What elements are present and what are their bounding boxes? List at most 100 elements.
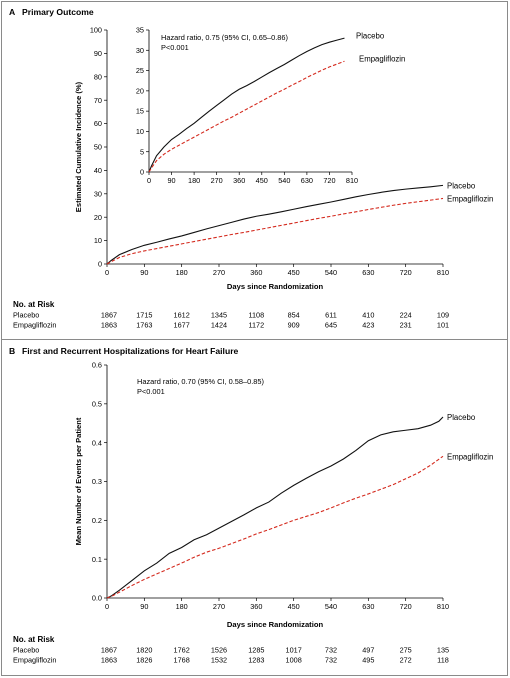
panel-b-title: First and Recurrent Hospitalizations for… (22, 346, 239, 356)
panel-b-risk-header: No. at Risk (13, 635, 55, 644)
panel-b-risk-value: 495 (362, 656, 374, 665)
panel-a-risk-value: 1867 (101, 311, 117, 320)
panel-b-x-tick-label: 360 (250, 602, 262, 611)
panel-b-y-tick-label: 0.0 (92, 594, 102, 603)
panel-b-letter: B (9, 346, 15, 356)
panel-b-x-tick-label: 270 (213, 602, 225, 611)
panel-b-risk-row-label: Empagliflozin (13, 656, 56, 665)
panel-b-risk-row-label: Placebo (13, 646, 39, 655)
panel-a-risk-value: 1172 (248, 321, 264, 330)
panel-a-risk-value: 1108 (248, 311, 264, 320)
panel-b-legend-label-empagliflozin: Empagliflozin (447, 452, 493, 461)
panel-a-inset-y-tick-label: 0 (140, 168, 144, 177)
panel-b-risk-value: 272 (400, 656, 412, 665)
panel-b-x-tick-label: 630 (362, 602, 374, 611)
panel-b-risk-value: 1283 (248, 656, 264, 665)
panel-a-risk-row-label: Empagliflozin (13, 321, 56, 330)
panel-a-y-tick-label: 60 (94, 119, 102, 128)
panel-a-x-tick-label: 810 (437, 268, 449, 277)
panel-b-risk-value: 1863 (101, 656, 117, 665)
panel-a-letter: A (9, 7, 15, 17)
panel-a-y-axis-label: Estimated Cumulative Incidence (%) (74, 81, 83, 212)
panel-a-series-line-empagliflozin (106, 197, 444, 265)
panel-b-risk-value: 1017 (286, 646, 302, 655)
panel-a-risk-value: 1424 (211, 321, 227, 330)
panel-b-risk-value: 1820 (136, 646, 152, 655)
panel-a-risk-value: 224 (400, 311, 412, 320)
panel-b-risk-value: 275 (400, 646, 412, 655)
panel-b-risk-value: 1285 (248, 646, 264, 655)
panel-a-y-tick-label: 80 (94, 72, 102, 81)
panel-a-inset-y-tick-label: 30 (136, 46, 144, 55)
panel-a-p-value: P<0.001 (161, 43, 189, 52)
panel-a-risk-value: 645 (325, 321, 337, 330)
panel-a-risk-value: 1345 (211, 311, 227, 320)
panel-b-risk-value: 497 (362, 646, 374, 655)
panel-a-x-axis-label: Days since Randomization (227, 282, 324, 291)
panel-a-hazard-ratio: Hazard ratio, 0.75 (95% CI, 0.65–0.86) (161, 33, 288, 42)
panel-b-y-tick-label: 0.6 (92, 361, 102, 370)
panel-a-y-tick-label: 50 (94, 143, 102, 152)
panel-a-inset-y-tick-label: 10 (136, 127, 144, 136)
panel-b-series-line-empagliflozin (106, 455, 444, 599)
panel-a-risk-row-label: Placebo (13, 311, 39, 320)
panel-a-legend-label-empagliflozin: Empagliflozin (447, 194, 493, 203)
panel-b-y-tick-label: 0.5 (92, 399, 102, 408)
panel-a-y-tick-label: 30 (94, 189, 102, 198)
panel-divider (1, 339, 508, 340)
panel-b-x-tick-label: 450 (288, 602, 300, 611)
panel-b-x-tick-label: 810 (437, 602, 449, 611)
panel-b-risk-value: 1008 (286, 656, 302, 665)
panel-a-y-tick-label: 90 (94, 49, 102, 58)
panel-a-risk-value: 854 (288, 311, 300, 320)
panel-a-x-tick-label: 540 (325, 268, 337, 277)
panel-a-y-tick-label: 20 (94, 213, 102, 222)
panel-b-y-tick-label: 0.2 (92, 516, 102, 525)
panel-b-legend-label-placebo: Placebo (447, 413, 476, 422)
panel-b-x-tick-label: 0 (105, 602, 109, 611)
panel-a-inset-y-tick-label: 25 (136, 66, 144, 75)
panel-b-y-tick-label: 0.1 (92, 555, 102, 564)
panel-a-inset-x-tick-label: 90 (167, 176, 175, 185)
panel-a-risk-value: 410 (362, 311, 374, 320)
panel-a-inset-x-tick-label: 270 (211, 176, 223, 185)
panel-a-inset-x-tick-label: 810 (346, 176, 358, 185)
panel-b-y-tick-label: 0.3 (92, 477, 102, 486)
panel-a-x-tick-label: 360 (250, 268, 262, 277)
panel-a-risk-value: 423 (362, 321, 374, 330)
panel-b-x-axis-label: Days since Randomization (227, 620, 324, 629)
panel-b-y-axis-label: Mean Number of Events per Patient (74, 417, 83, 545)
panel-a-risk-value: 1863 (101, 321, 117, 330)
panel-a-inset-x-tick-label: 450 (256, 176, 268, 185)
panel-a-inset-series-line-placebo (148, 37, 345, 173)
panel-a-inset-y-tick-label: 15 (136, 107, 144, 116)
panel-b-risk-value: 1526 (211, 646, 227, 655)
panel-a-legend-label-placebo: Placebo (447, 181, 476, 190)
panel-a-x-tick-label: 180 (176, 268, 188, 277)
panel-a-risk-value: 231 (400, 321, 412, 330)
panel-a-title: Primary Outcome (22, 7, 94, 17)
panel-b-risk-value: 1768 (174, 656, 190, 665)
panel-b-risk-value: 118 (437, 656, 449, 665)
panel-a-risk-value: 1763 (136, 321, 152, 330)
panel-a-inset-y-tick-label: 5 (140, 147, 144, 156)
panel-a-inset-y-tick-label: 20 (136, 86, 144, 95)
panel-a-risk-value: 611 (325, 311, 337, 320)
panel-a-y-tick-label: 40 (94, 166, 102, 175)
panel-a-x-tick-label: 90 (140, 268, 148, 277)
panel-a-inset-y-tick-label: 35 (136, 26, 144, 35)
panel-a-x-tick-label: 450 (288, 268, 300, 277)
panel-a-inset-x-tick-label: 540 (278, 176, 290, 185)
panel-b-risk-value: 135 (437, 646, 449, 655)
panel-a-y-tick-label: 70 (94, 96, 102, 105)
panel-a-inset-label-empagliflozin: Empagliflozin (359, 54, 405, 63)
panel-b-x-tick-label: 90 (140, 602, 148, 611)
panel-b-x-tick-label: 180 (176, 602, 188, 611)
panel-a-risk-value: 1677 (174, 321, 190, 330)
panel-a-inset-x-tick-label: 180 (188, 176, 200, 185)
panel-b-p-value: P<0.001 (137, 387, 165, 396)
panel-a-y-tick-label: 10 (94, 236, 102, 245)
